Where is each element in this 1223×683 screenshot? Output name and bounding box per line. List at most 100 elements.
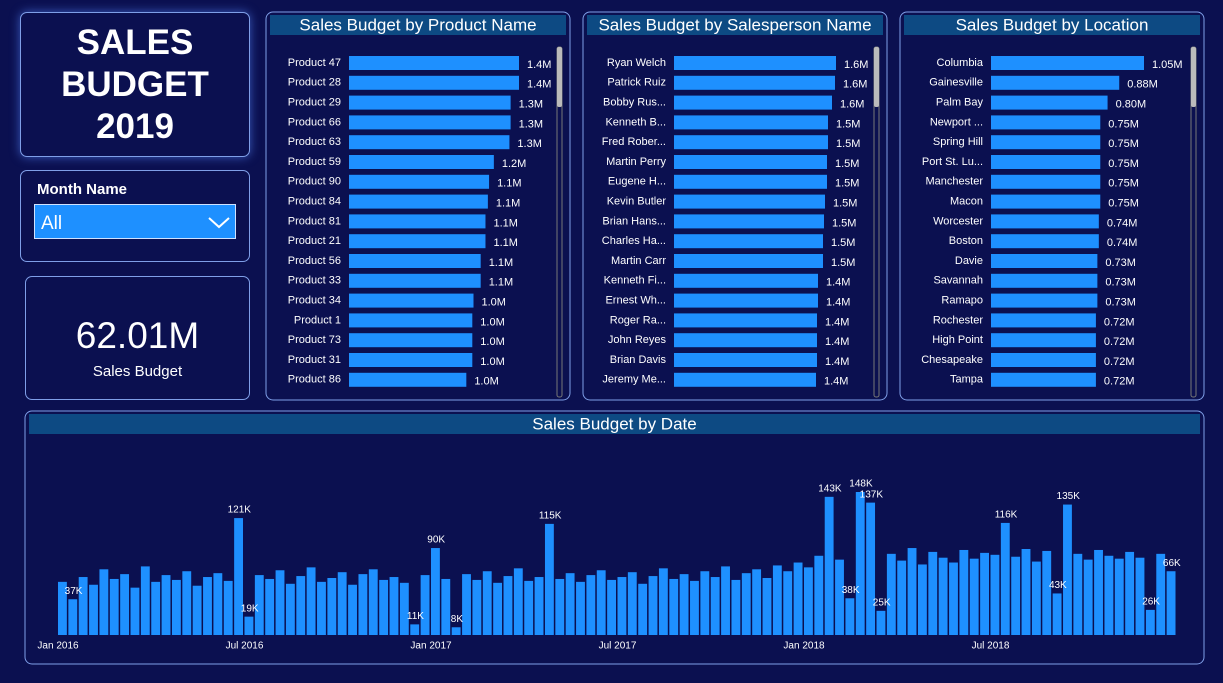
x-tick-label: Jul 2016: [226, 641, 264, 652]
x-tick-label: Jul 2018: [972, 641, 1010, 652]
value-label: 0.80M: [1116, 99, 1147, 111]
bar: [824, 496, 834, 635]
bar: [674, 174, 827, 189]
category-label: Gainesville: [929, 77, 983, 89]
bar: [991, 214, 1099, 229]
bar: [1083, 559, 1093, 635]
bar: [991, 372, 1096, 387]
bar: [991, 135, 1101, 150]
bar: [68, 599, 78, 635]
category-label: Product 33: [288, 275, 341, 287]
value-label: 143K: [818, 483, 842, 494]
value-label: 1.05M: [1152, 59, 1183, 71]
value-label: 26K: [1142, 597, 1160, 608]
value-label: 1.6M: [843, 79, 867, 91]
category-label: Product 47: [288, 57, 341, 69]
bar: [990, 554, 1000, 635]
bar: [462, 574, 471, 635]
bar: [690, 580, 699, 635]
bar: [679, 574, 689, 635]
bar: [674, 234, 823, 249]
bar: [130, 587, 140, 635]
bar: [192, 585, 202, 635]
category-label: Jeremy Me...: [602, 374, 666, 386]
scroll-thumb: [557, 47, 562, 107]
kpi-value: 62.01M: [75, 315, 200, 356]
bar: [959, 549, 969, 635]
category-label: John Reyes: [608, 334, 667, 346]
value-label: 1.5M: [836, 138, 860, 150]
title-bar: [29, 414, 1200, 434]
value-label: 38K: [842, 585, 860, 596]
category-label: Newport ...: [930, 116, 983, 128]
value-label: 37K: [65, 586, 83, 597]
bar: [576, 581, 585, 635]
category-label: Boston: [949, 235, 983, 247]
value-label: 0.75M: [1108, 118, 1139, 130]
title-bar: [587, 15, 883, 35]
scroll-thumb: [874, 47, 879, 107]
value-label: 1.6M: [840, 99, 864, 111]
bar: [648, 576, 658, 635]
category-label: Kenneth Fi...: [604, 275, 666, 287]
bar: [1042, 550, 1052, 635]
value-label: 0.75M: [1108, 178, 1139, 190]
value-label: 121K: [228, 505, 252, 516]
value-label: 1.2M: [502, 158, 526, 170]
scroll-thumb: [1191, 47, 1196, 107]
category-label: Kenneth B...: [605, 116, 666, 128]
bar: [1073, 553, 1083, 635]
value-label: 1.0M: [480, 336, 504, 348]
bar: [596, 570, 606, 635]
bar: [991, 293, 1098, 308]
value-label: 0.72M: [1104, 336, 1135, 348]
bar: [938, 557, 948, 635]
value-label: 1.4M: [527, 59, 551, 71]
bar: [1166, 571, 1176, 635]
bar: [991, 234, 1099, 249]
category-label: Davie: [955, 255, 983, 267]
category-label: Product 1: [294, 314, 341, 326]
bar: [524, 580, 534, 635]
bar: [674, 372, 816, 387]
bar: [991, 95, 1108, 110]
category-label: Manchester: [926, 176, 984, 188]
bar: [389, 577, 399, 635]
bar: [669, 578, 679, 635]
category-label: Macon: [950, 196, 983, 208]
bar: [1000, 522, 1010, 635]
bar: [762, 577, 772, 635]
bar: [327, 577, 337, 635]
bar: [234, 518, 243, 635]
value-label: 1.3M: [517, 138, 541, 150]
bar: [358, 574, 368, 635]
bar: [1125, 551, 1135, 635]
value-label: 1.5M: [833, 198, 857, 210]
bar: [991, 313, 1096, 328]
bar: [399, 582, 409, 635]
kpi-label: Sales Budget: [92, 363, 183, 380]
value-label: 1.5M: [835, 178, 859, 190]
slicer-dropdown[interactable]: All: [34, 204, 236, 239]
value-label: 1.6M: [844, 59, 868, 71]
value-label: 137K: [860, 489, 884, 500]
bar: [991, 56, 1144, 70]
category-label: Patrick Ruiz: [607, 77, 666, 89]
bar: [617, 577, 627, 635]
value-label: 0.75M: [1108, 138, 1139, 150]
bar: [317, 581, 326, 635]
bar: [349, 234, 486, 249]
value-label: 8K: [451, 614, 464, 625]
value-label: 1.1M: [489, 257, 513, 269]
bar: [1031, 561, 1041, 635]
title-bar: [270, 15, 566, 35]
bar: [451, 627, 461, 635]
value-label: 25K: [873, 597, 891, 608]
value-label: 1.1M: [489, 277, 513, 289]
bar: [349, 333, 473, 348]
value-label: 66K: [1163, 558, 1181, 569]
bar: [306, 567, 316, 635]
bar: [674, 155, 827, 169]
category-label: Brian Davis: [610, 354, 667, 366]
